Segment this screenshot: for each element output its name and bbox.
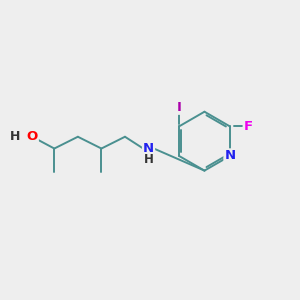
Text: I: I xyxy=(176,101,181,114)
Text: H: H xyxy=(144,153,154,166)
Text: N: N xyxy=(224,149,236,162)
Text: F: F xyxy=(244,120,253,133)
Text: O: O xyxy=(27,130,38,143)
Text: N: N xyxy=(143,142,154,155)
Text: H: H xyxy=(10,130,20,143)
